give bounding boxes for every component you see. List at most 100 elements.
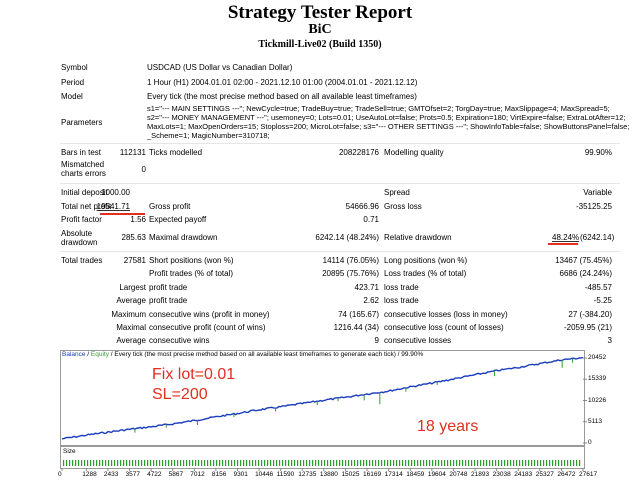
size-bar bbox=[138, 460, 140, 466]
size-bar bbox=[387, 460, 389, 466]
size-bar bbox=[570, 460, 572, 466]
size-label: Size bbox=[63, 448, 76, 455]
size-bar bbox=[129, 460, 131, 466]
x-tick-label: 8156 bbox=[211, 471, 227, 478]
period-value: 1 Hour (H1) 2004.01.01 02:00 - 2021.12.1… bbox=[147, 78, 418, 87]
short-positions-value: 14114 (76.05%) bbox=[322, 256, 379, 265]
maximal-drawdown-value: 6242.14 (48.24%) bbox=[315, 233, 379, 242]
size-bar bbox=[552, 460, 554, 466]
size-bar bbox=[516, 460, 518, 466]
ticks-value: 208228176 bbox=[338, 148, 379, 157]
size-bar bbox=[513, 460, 515, 466]
size-bar bbox=[168, 460, 170, 466]
symbol-value: USDCAD (US Dollar vs Canadian Dollar) bbox=[147, 63, 293, 72]
size-bar bbox=[369, 460, 371, 466]
size-bar bbox=[468, 460, 470, 466]
size-bar bbox=[213, 460, 215, 466]
size-bar bbox=[567, 460, 569, 466]
mismatch-label-1: Mismatched bbox=[61, 160, 105, 169]
size-bar bbox=[555, 460, 557, 466]
x-tick-label: 2433 bbox=[103, 471, 119, 478]
maximal-label: Maximal bbox=[116, 323, 146, 332]
size-bar bbox=[75, 460, 77, 466]
size-bar bbox=[348, 460, 350, 466]
ticks-label: Ticks modelled bbox=[149, 148, 203, 157]
y-tick-label: 5113 bbox=[588, 417, 602, 425]
x-tick-label: 1288 bbox=[82, 471, 97, 478]
bars-value: 112131 bbox=[119, 148, 146, 157]
max-consecutive-wins-value: 74 (165.67) bbox=[338, 310, 379, 319]
size-bar bbox=[279, 460, 281, 466]
size-bar bbox=[465, 460, 467, 466]
average-profit-label: profit trade bbox=[149, 296, 188, 305]
largest-profit-label: profit trade bbox=[149, 283, 188, 292]
size-bar bbox=[528, 460, 530, 466]
size-bar bbox=[576, 460, 578, 466]
size-bar bbox=[408, 460, 410, 466]
annotation-fix-lot: Fix lot=0.01 bbox=[152, 366, 236, 383]
size-bar bbox=[72, 460, 74, 466]
size-bar bbox=[162, 460, 164, 466]
bars-label: Bars in test bbox=[61, 148, 102, 157]
size-bar bbox=[411, 460, 413, 466]
largest-loss-label: loss trade bbox=[384, 283, 419, 292]
x-tick-label: 5867 bbox=[168, 471, 184, 478]
size-bar bbox=[111, 460, 113, 466]
relative-drawdown-label: Relative drawdown bbox=[384, 233, 452, 242]
size-bar bbox=[564, 460, 566, 466]
x-tick-label: 13880 bbox=[319, 471, 338, 478]
average-consecutive-label: Average bbox=[116, 336, 146, 345]
size-bar bbox=[192, 460, 194, 466]
size-bar bbox=[579, 460, 581, 466]
size-bar bbox=[507, 460, 509, 466]
x-tick-label: 10446 bbox=[255, 471, 274, 478]
size-bar bbox=[132, 460, 134, 466]
max-consecutive-losses-value: 27 (-384.20) bbox=[568, 310, 612, 319]
size-bar bbox=[96, 460, 98, 466]
size-bar bbox=[153, 460, 155, 466]
series-line-balance bbox=[61, 356, 584, 440]
short-positions-label: Short positions (won %) bbox=[149, 256, 234, 265]
x-tick-label: 12735 bbox=[298, 471, 317, 478]
parameters-line-3: MaxLots=1; MaxOpenOrders=15; Stoploss=20… bbox=[147, 122, 630, 131]
size-bar bbox=[324, 460, 326, 466]
size-bar bbox=[177, 460, 179, 466]
size-bar bbox=[135, 460, 137, 466]
max-consecutive-losses-label: consecutive losses (loss in money) bbox=[384, 310, 508, 319]
period-label: Period bbox=[61, 78, 85, 87]
divider bbox=[60, 251, 620, 252]
deposit-value: 1000.00 bbox=[101, 188, 130, 197]
maximal-consecutive-profit-value: 1216.44 (34) bbox=[333, 323, 379, 332]
balance-chart: Balance / Equity / Every tick (the most … bbox=[58, 350, 616, 480]
size-bar bbox=[63, 460, 65, 466]
size-bar bbox=[120, 460, 122, 466]
size-bar bbox=[342, 460, 344, 466]
size-bar bbox=[405, 460, 407, 466]
x-tick-label: 3577 bbox=[125, 471, 140, 478]
size-bar bbox=[252, 460, 254, 466]
size-bar bbox=[573, 460, 575, 466]
size-bar bbox=[234, 460, 236, 466]
size-bar bbox=[81, 460, 83, 466]
x-tick-label: 0 bbox=[58, 471, 62, 478]
absolute-drawdown-value: 285.63 bbox=[121, 233, 146, 242]
x-tick-label: 7012 bbox=[190, 471, 205, 478]
size-bar bbox=[141, 460, 143, 466]
y-tick-label: 15339 bbox=[588, 375, 607, 383]
average-loss-label: loss trade bbox=[384, 296, 419, 305]
size-bar bbox=[243, 460, 245, 466]
size-bar bbox=[471, 460, 473, 466]
size-bar bbox=[510, 460, 512, 466]
size-bar bbox=[489, 460, 491, 466]
size-bar bbox=[339, 460, 341, 466]
size-bar bbox=[270, 460, 272, 466]
x-tick-label: 18459 bbox=[406, 471, 425, 478]
size-bar bbox=[87, 460, 89, 466]
size-bar bbox=[417, 460, 419, 466]
size-bar bbox=[399, 460, 401, 466]
size-bar bbox=[435, 460, 437, 466]
parameters-line-2: s2="--- MONEY MANAGEMENT ---"; usemoney=… bbox=[147, 113, 626, 122]
legend-separator: / bbox=[85, 351, 91, 358]
spread-label: Spread bbox=[384, 188, 410, 197]
size-bar bbox=[438, 460, 440, 466]
